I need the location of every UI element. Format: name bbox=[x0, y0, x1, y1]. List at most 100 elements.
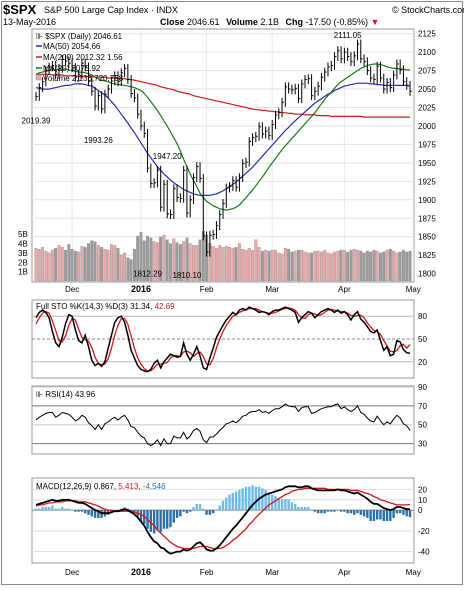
volume-bar bbox=[93, 241, 97, 282]
index-name-text: S&P 500 Large Cap Index bbox=[44, 5, 149, 15]
volume-bar bbox=[300, 249, 304, 282]
macd-histogram-bar bbox=[87, 510, 90, 515]
price-legend: ⊪ $SPX (Daily) 2046.61 MA(50) 2054.66 MA… bbox=[35, 32, 124, 83]
price-y-tick-label: 1825 bbox=[418, 251, 436, 260]
volume-bar bbox=[155, 242, 159, 282]
macd-histogram-bar bbox=[349, 510, 353, 514]
macd-histogram-bar bbox=[47, 507, 51, 511]
volume-bar bbox=[211, 246, 215, 282]
price-annotation-label: 2111.05 bbox=[334, 31, 362, 40]
volume-bar bbox=[106, 249, 110, 282]
volume-bar bbox=[96, 245, 100, 282]
price-panel: 2019.39 1993.26 1947.20 1812.29 1810.10 2111.… bbox=[18, 28, 436, 283]
volume-bar bbox=[333, 251, 336, 282]
volume-bar bbox=[123, 252, 127, 282]
stochastic-y-tick-label: 80 bbox=[418, 312, 427, 321]
macd-histogram-bar bbox=[254, 486, 258, 511]
volume-bar bbox=[283, 248, 287, 282]
volume-bar bbox=[244, 249, 248, 282]
macd-histogram-bar bbox=[310, 510, 313, 511]
volume-bar bbox=[119, 254, 123, 282]
macd-histogram-bar bbox=[320, 510, 323, 514]
volume-bar bbox=[218, 245, 222, 282]
volume-bar bbox=[336, 250, 340, 282]
volume-bar bbox=[264, 249, 268, 282]
price-annotation-label: 1993.26 bbox=[84, 136, 113, 145]
macd-histogram-bar bbox=[389, 510, 392, 522]
macd-histogram-bar bbox=[241, 488, 244, 511]
macd-histogram-bar bbox=[228, 494, 231, 511]
macd-histogram-bar bbox=[353, 510, 356, 515]
macd-histogram-bar bbox=[280, 499, 284, 511]
legend-price-icon: ⊪ bbox=[36, 32, 43, 41]
macd-histogram-bar bbox=[70, 510, 74, 511]
price-y-tick-label: 2075 bbox=[418, 67, 436, 76]
macd-histogram-bar bbox=[44, 507, 48, 511]
price-panel-frame bbox=[31, 28, 415, 283]
price-y-tick-label: 1850 bbox=[418, 233, 436, 242]
stochastic-y-tick-label: 50 bbox=[418, 335, 427, 344]
price-y-tick-label: 2025 bbox=[418, 104, 436, 113]
volume-bar bbox=[60, 247, 64, 282]
close-readout: Close 2046.61 Volume 2.1B Chg -17.50 (-0… bbox=[160, 17, 379, 27]
macd-histogram-bar bbox=[179, 510, 182, 517]
macd-histogram-bar bbox=[231, 493, 235, 511]
macd-histogram-bar bbox=[405, 510, 408, 517]
macd-y-tick-label: 20 bbox=[418, 485, 427, 494]
macd-histogram-bar bbox=[208, 510, 212, 515]
volume-bar bbox=[267, 250, 271, 282]
price-annotation-label: 2019.39 bbox=[22, 117, 51, 126]
volume-bar bbox=[270, 249, 274, 282]
macd-histogram-bar bbox=[284, 499, 287, 511]
volume-bar bbox=[169, 243, 172, 282]
volume-bar bbox=[398, 251, 402, 282]
price-x-tick-label: Feb bbox=[200, 285, 214, 294]
sto-legend-title: Full STO %K(14,3) %D(3) bbox=[36, 302, 128, 311]
price-annotation-label: 1947.20 bbox=[153, 152, 182, 161]
macd-histogram-bar bbox=[51, 505, 54, 511]
rsi-legend-title: RSI(14) bbox=[45, 390, 73, 399]
macd-legend: MACD(12,26,9) 0.867, 5.413, -4.546 bbox=[36, 482, 166, 491]
volume-bar bbox=[323, 249, 327, 282]
volume-bar bbox=[231, 248, 235, 282]
volume-bar bbox=[372, 249, 376, 282]
rsi-y-tick-label: 70 bbox=[418, 402, 427, 411]
macd-histogram-bar bbox=[156, 510, 159, 531]
macd-legend-title: MACD(12,26,9) bbox=[36, 482, 92, 491]
macd-histogram-bar bbox=[38, 508, 41, 511]
macd-histogram-bar bbox=[67, 508, 71, 511]
price-y-tick-label: 2000 bbox=[418, 122, 436, 131]
macd-histogram-bar bbox=[162, 510, 166, 529]
volume-bar bbox=[172, 238, 176, 282]
macd-legend-signal-value: 5.413, bbox=[118, 482, 140, 491]
macd-histogram-bar bbox=[211, 510, 215, 514]
macd-histogram-bar bbox=[385, 510, 389, 522]
macd-histogram-bar bbox=[80, 510, 84, 512]
volume-bar bbox=[313, 250, 317, 282]
volume-bar bbox=[185, 237, 189, 282]
macd-line bbox=[35, 485, 411, 555]
macd-histogram-bar bbox=[287, 499, 290, 511]
price-x-tick-label: May bbox=[406, 285, 421, 294]
price-x-tick-label: Apr bbox=[338, 285, 351, 294]
volume-bar bbox=[103, 248, 107, 282]
volume-bar bbox=[129, 259, 133, 282]
price-y-tick-label: 2125 bbox=[418, 30, 436, 39]
price-annotation-label: 1810.10 bbox=[172, 271, 201, 280]
macd-histogram-bar bbox=[61, 507, 64, 511]
stockcharts-credit: © StockCharts.com bbox=[392, 5, 464, 15]
volume-bar bbox=[87, 243, 90, 282]
rsi-y-tick-label: 90 bbox=[418, 383, 427, 392]
volume-value: 2.1B bbox=[260, 17, 279, 27]
sto-legend-k-value: 31.34, bbox=[130, 302, 152, 311]
ma200-line bbox=[36, 73, 410, 118]
macd-histogram-bar bbox=[169, 510, 172, 528]
volume-bar bbox=[310, 252, 314, 282]
price-y-tick-label: 1875 bbox=[418, 214, 436, 223]
macd-histogram-bar bbox=[149, 510, 153, 532]
rsi-panel-frame bbox=[31, 385, 415, 455]
price-ohlc-bars bbox=[35, 39, 412, 257]
macd-histogram-bar bbox=[64, 508, 67, 511]
volume-y-tick-label: 5B bbox=[18, 230, 28, 239]
macd-histogram-bar bbox=[316, 510, 320, 514]
